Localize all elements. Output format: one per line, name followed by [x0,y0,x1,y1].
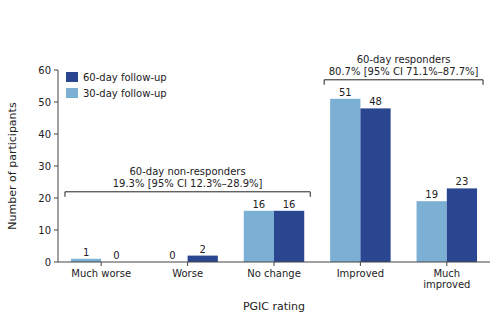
data-label: 0 [169,250,175,261]
x-tick-label: Worse [172,268,203,279]
annotation: 60-day responders80.7% [95% CI 71.1%–87.… [324,54,483,85]
y-tick-label: 30 [38,161,51,172]
legend-swatch [66,88,78,98]
bar [360,108,390,262]
bracket [65,192,310,197]
x-axis-label: PGIC rating [243,300,305,313]
data-label: 19 [425,189,438,200]
data-label: 16 [283,199,296,210]
legend-label: 60-day follow-up [83,72,167,83]
text-line: 60-day responders [357,54,451,65]
y-tick-label: 10 [38,225,51,236]
text-line: No change [247,268,301,279]
bar [188,256,218,262]
text-line: improved [423,279,470,290]
text-line: 19.3% [95% CI 12.3%–28.9%] [113,178,263,189]
y-tick [54,198,58,199]
y-tick-label: 60 [38,65,51,76]
data-label: 0 [113,250,119,261]
data-label: 51 [339,87,352,98]
bar [417,201,447,262]
y-tick [54,102,58,103]
data-label: 48 [369,96,382,107]
x-tick [360,262,361,266]
text-line: 60-day non-responders [130,166,246,177]
x-tick-label: Much worse [71,268,131,279]
x-tick [187,262,188,266]
text-line: Improved [337,268,384,279]
legend-label: 30-day follow-up [83,88,167,99]
y-tick [54,70,58,71]
data-label: 23 [456,176,469,187]
x-tick-label: No change [247,268,301,279]
x-tick [274,262,275,266]
x-tick-label: Muchimproved [423,268,470,290]
annotation-text: 60-day responders80.7% [95% CI 71.1%–87.… [329,54,479,77]
y-tick-label: 20 [38,193,51,204]
bars [71,99,477,262]
annotation-text: 60-day non-responders19.3% [95% CI 12.3%… [113,166,263,189]
y-tick [54,262,58,263]
y-tick [54,166,58,167]
y-tick [54,134,58,135]
data-label: 16 [253,199,266,210]
y-tick-label: 50 [38,97,51,108]
y-tick-label: 0 [45,257,51,268]
bar [330,99,360,262]
data-labels: 1 0 16 51 19 0 2 16 48 23 [83,87,468,261]
y-tick-label: 40 [38,129,51,140]
x-tick-label: Improved [337,268,384,279]
legend: 60-day follow-up 30-day follow-up [66,72,167,99]
x-tick [101,262,102,266]
text-line: 80.7% [95% CI 71.1%–87.7%] [329,66,479,77]
y-tick [54,230,58,231]
data-label: 1 [83,247,89,258]
bar [244,211,274,262]
y-axis-label: Number of participants [6,102,19,230]
text-line: Worse [172,268,203,279]
text-line: Much [433,268,460,279]
data-label: 2 [200,244,206,255]
x-tick [446,262,447,266]
bar [274,211,304,262]
bar [447,188,477,262]
bracket [324,80,483,85]
text-line: Much worse [71,268,131,279]
chart: 10165119021648230102030405060Much worseW… [0,0,500,316]
legend-swatch [66,72,78,82]
annotation: 60-day non-responders19.3% [95% CI 12.3%… [65,166,310,197]
